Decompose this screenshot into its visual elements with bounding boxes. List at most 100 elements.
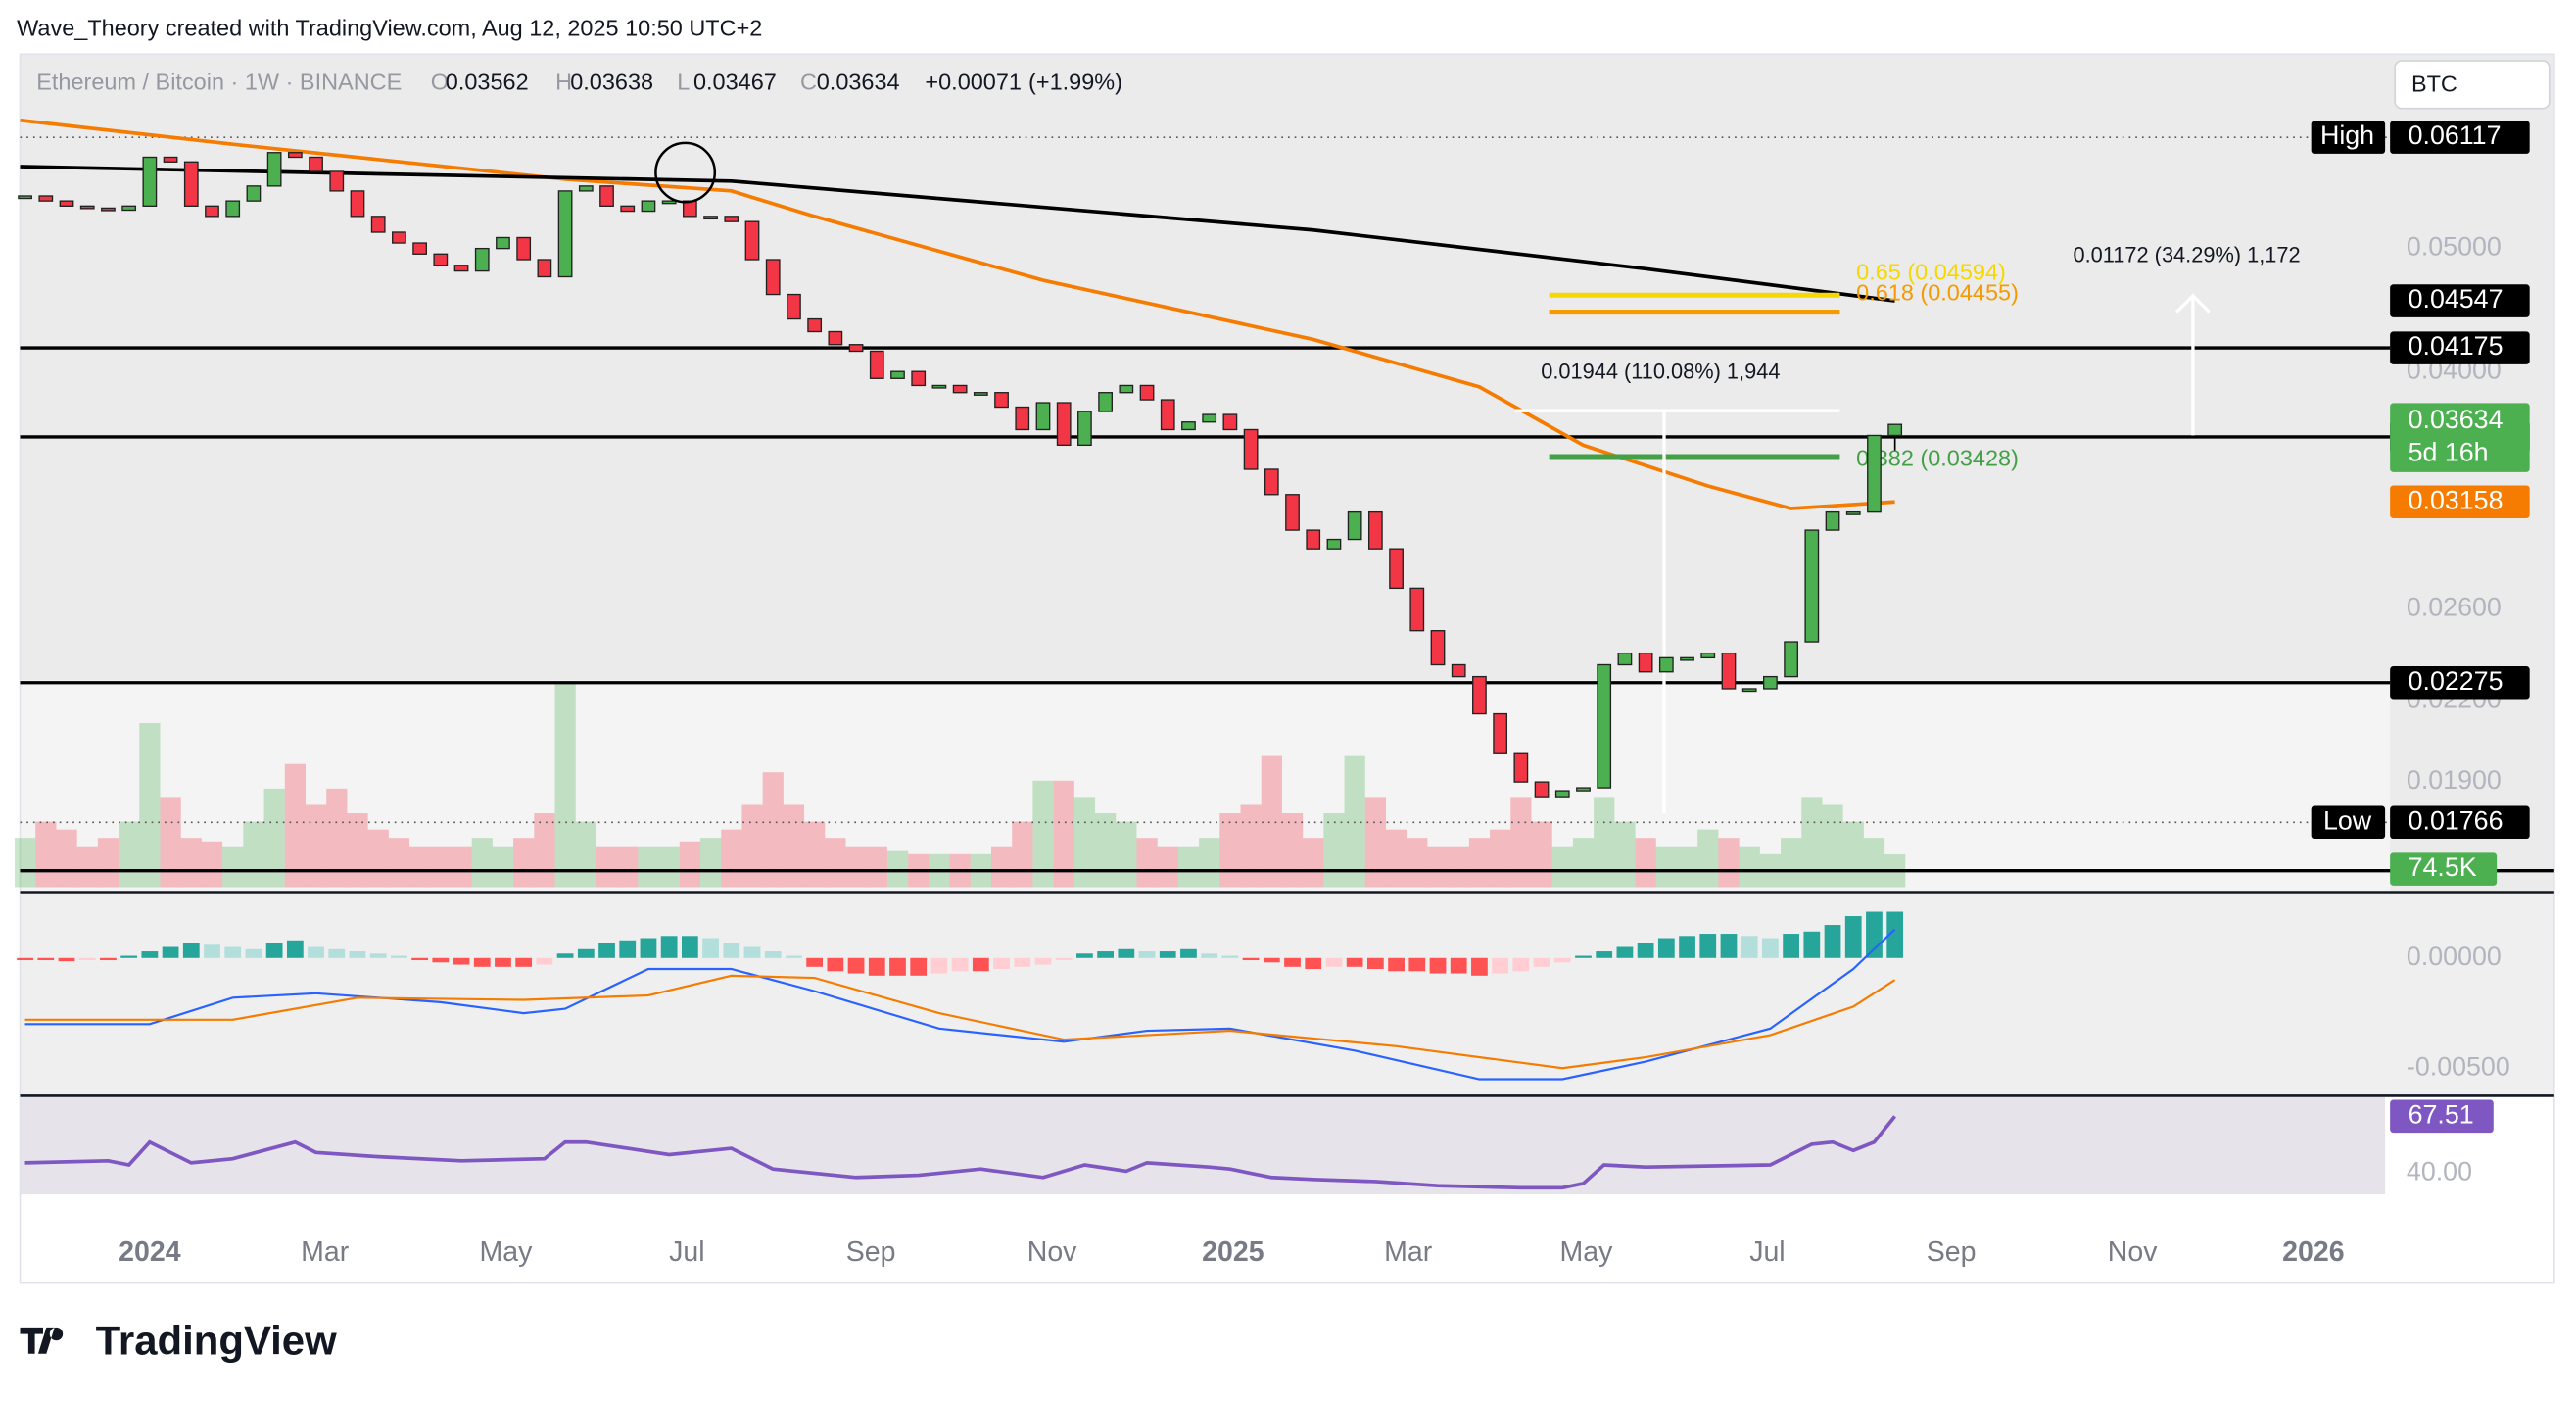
candle-body — [848, 344, 864, 353]
volume-bar — [804, 821, 826, 888]
x-tick-label: Mar — [1384, 1236, 1433, 1268]
candle-body — [516, 236, 532, 261]
macd-pane — [20, 892, 2554, 1096]
candle-body — [1680, 656, 1694, 661]
macd-histogram-bar — [847, 957, 865, 974]
macd-histogram-bar — [764, 951, 782, 958]
macd-histogram-bar — [972, 957, 989, 972]
volume-bar — [1655, 846, 1677, 888]
logo-icon — [20, 1327, 64, 1354]
macd-histogram-bar — [1596, 951, 1613, 958]
candle-body — [1035, 402, 1051, 431]
macd-histogram-bar — [1097, 951, 1114, 958]
volume-bar — [1863, 838, 1885, 888]
macd-histogram-bar — [868, 957, 885, 976]
macd-histogram-bar — [1366, 957, 1384, 970]
volume-label: 74.5K — [2409, 852, 2477, 882]
candle-body — [474, 247, 490, 272]
candle-body — [1597, 663, 1612, 789]
candle-body — [1513, 752, 1529, 783]
candle-body — [1306, 529, 1321, 550]
macd-histogram-bar — [432, 957, 450, 963]
macd-histogram-bar — [1679, 936, 1695, 958]
macd-histogram-bar — [1221, 955, 1239, 958]
macd-histogram-bar — [1762, 938, 1779, 958]
volume-bar — [783, 804, 805, 888]
candle-body — [765, 259, 781, 296]
rsi-box — [2390, 1099, 2494, 1134]
volume-bar — [866, 846, 887, 888]
fib-label: 0.65 (0.04594) — [1856, 260, 2006, 285]
macd-histogram-bar — [910, 957, 928, 976]
volume-bar — [1303, 838, 1324, 888]
volume-bar — [1448, 846, 1469, 888]
high-value-box — [2390, 121, 2530, 154]
volume-bar — [451, 846, 472, 888]
volume-bar — [180, 838, 202, 888]
candle-body — [1867, 434, 1882, 513]
candle-body — [1409, 587, 1425, 632]
volume-bar — [15, 838, 36, 888]
volume-bar — [1136, 838, 1158, 888]
volume-box — [2390, 852, 2498, 886]
macd-histogram-bar — [993, 957, 1010, 970]
volume-bar — [160, 797, 181, 888]
countdown: 5d 16h — [2409, 437, 2489, 466]
macd-histogram-bar — [786, 955, 802, 958]
macd-histogram-bar — [1512, 957, 1530, 972]
macd-histogram-bar — [1886, 911, 1904, 958]
volume-bar — [1095, 813, 1117, 888]
volume-bar — [1407, 838, 1428, 888]
candle-body — [1576, 787, 1591, 792]
x-tick-label: 2026 — [2282, 1236, 2344, 1268]
price-value: 0.03634 — [2409, 405, 2504, 434]
macd-histogram-bar — [17, 957, 33, 961]
candle-body — [453, 265, 469, 272]
candle-body — [890, 370, 905, 379]
volume-bar — [617, 846, 639, 888]
macd-histogram-bar — [723, 943, 740, 958]
candle-body — [557, 190, 573, 278]
candle-body — [1617, 652, 1633, 666]
ma50-value-box — [2390, 485, 2530, 518]
signal-line — [24, 974, 1896, 1070]
macd-histogram-bar — [1637, 943, 1654, 958]
candle-body — [79, 205, 95, 210]
candle-body — [266, 152, 282, 187]
macd-histogram-bar — [224, 946, 242, 958]
volume-bar — [596, 846, 618, 888]
candle-body — [1700, 652, 1716, 659]
volume-bar — [1386, 829, 1407, 888]
candle-body — [744, 220, 760, 261]
candle-body — [1658, 656, 1674, 673]
macd-histogram-bar — [369, 953, 387, 958]
volume-bar — [1739, 846, 1760, 888]
candle-body — [620, 205, 636, 213]
volume-bar — [305, 804, 327, 888]
candle-body — [350, 190, 365, 218]
candle-body — [787, 293, 801, 320]
macd-histogram-bar — [930, 957, 948, 974]
macd-histogram-bar — [1866, 911, 1883, 958]
macd-histogram-bar — [1533, 957, 1550, 967]
currency[interactable]: BTC — [2411, 71, 2457, 96]
volume-bar — [554, 682, 576, 888]
candle-body — [1139, 384, 1155, 401]
volume-bar — [1116, 821, 1137, 888]
macd-histogram-bar — [1180, 948, 1197, 958]
moving-average — [20, 165, 1895, 303]
candle-body — [1077, 411, 1092, 447]
volume-bar — [679, 841, 701, 888]
macd-histogram-bar — [951, 957, 969, 972]
candle-body — [1763, 675, 1778, 690]
change: +0.00071 — [925, 70, 1022, 95]
candle-body — [1721, 652, 1737, 690]
candle-body — [370, 216, 386, 233]
macd-histogram-bar — [1429, 957, 1447, 974]
macd-histogram-bar — [391, 955, 407, 958]
macd-histogram-bar — [411, 957, 429, 961]
symbol: Ethereum / Bitcoin · 1W · BINANCE — [36, 70, 402, 95]
currency-box[interactable] — [2394, 60, 2551, 110]
x-tick-label: Jul — [1749, 1236, 1785, 1268]
